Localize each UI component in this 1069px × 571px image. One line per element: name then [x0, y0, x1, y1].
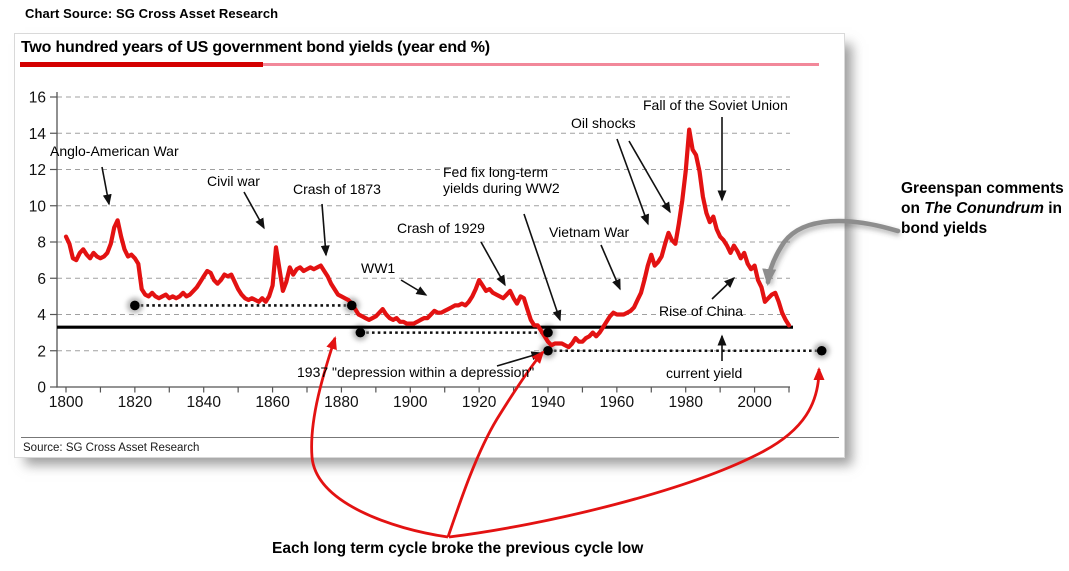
x-tick-1940: 1940 [531, 394, 566, 411]
y-tick-14: 14 [29, 126, 47, 143]
y-tick-8: 8 [37, 235, 46, 252]
chart-title: Two hundred years of US government bond … [21, 39, 490, 56]
greenspan-note-text-2: in bond yields [901, 200, 1063, 238]
cycle-2-right-dot [543, 327, 553, 338]
annotation-crash-of-1929: Crash of 1929 [397, 220, 485, 236]
cycle-break-arrow-1 [310, 336, 449, 539]
x-tick-1840: 1840 [186, 394, 221, 411]
title-underline-rule [263, 63, 819, 66]
annotation-civil-war: Civil war [207, 173, 260, 189]
greenspan-note-text: Greenspan comments on [901, 180, 1064, 218]
y-tick-12: 12 [29, 162, 46, 179]
cycle-3-left-dot [543, 345, 553, 356]
x-tick-1800: 1800 [49, 394, 84, 411]
footer-divider [21, 437, 839, 438]
y-tick-0: 0 [37, 380, 46, 397]
annotation-current-yield: current yield [666, 365, 743, 381]
axis-tick-labels: 0 2 4 6 8 10 12 14 16 1800 1820 1840 1860 1880 1900 192… [29, 90, 772, 412]
x-tick-1980: 1980 [668, 394, 703, 411]
y-tick-10: 10 [29, 198, 47, 215]
x-tick-1820: 1820 [118, 394, 153, 411]
annotation-anglo-american-war: Anglo-American War [50, 143, 179, 159]
cycle-3-right-dot [816, 345, 827, 356]
y-tick-6: 6 [37, 271, 46, 288]
annotation-vietnam-war: Vietnam War [549, 224, 630, 240]
y-tick-4: 4 [37, 307, 46, 324]
greenspan-note-italic: The Conundrum [924, 200, 1044, 218]
x-tick-1960: 1960 [600, 394, 635, 411]
x-tick-1860: 1860 [255, 394, 290, 411]
annotation-crash-of-1873: Crash of 1873 [293, 181, 381, 197]
annotation-oil-shocks: Oil shocks [571, 115, 636, 131]
cycle-2-left-dot [355, 327, 366, 338]
annotation-arrows [101, 117, 736, 367]
x-tick-1920: 1920 [462, 394, 497, 411]
yield-line-series [63, 127, 792, 350]
title-underline-accent [20, 62, 263, 67]
x-tick-2000: 2000 [737, 394, 772, 411]
cycle-1-left-dot [130, 300, 140, 311]
annotation-fall-of-the-soviet-union: Fall of the Soviet Union [643, 97, 788, 113]
annotation-ww1: WW1 [361, 260, 396, 276]
chart-source-label: Chart Source: SG Cross Asset Research [25, 6, 279, 21]
source-line: Source: SG Cross Asset Research [23, 442, 200, 454]
cycle-low-note: Each long term cycle broke the previous … [272, 540, 644, 557]
cycle-1-right-dot [346, 300, 357, 311]
annotation-depression-1937: 1937 "depression within a depression" [297, 364, 535, 380]
annotation-rise-of-china: Rise of China [659, 303, 744, 319]
y-tick-2: 2 [37, 343, 46, 360]
greenspan-note: Greenspan comments on The Conundrum in b… [901, 179, 1069, 239]
greenspan-curved-arrow [762, 218, 901, 286]
cycle-low-dots [130, 300, 827, 356]
cycle-break-arrow-2 [446, 350, 545, 538]
x-tick-1880: 1880 [324, 394, 359, 411]
annotation-fed-fix-ww2: Fed fix long-term yields during WW2 [443, 164, 560, 196]
cycle-break-arrow-3 [448, 367, 825, 539]
axes [50, 92, 790, 393]
x-tick-1900: 1900 [393, 394, 428, 411]
y-tick-16: 16 [29, 90, 46, 107]
cycle-break-arrows [310, 336, 825, 539]
